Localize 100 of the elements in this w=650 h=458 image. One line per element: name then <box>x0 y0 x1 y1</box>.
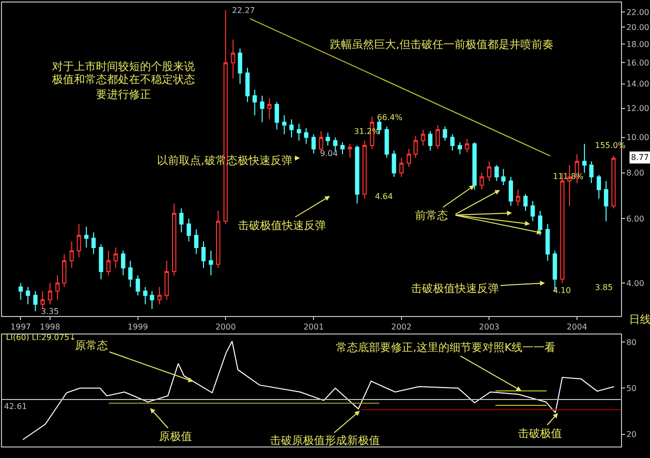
y-tick-label: 16.00 <box>626 58 650 68</box>
candlestick <box>348 143 352 158</box>
candlestick <box>274 101 279 130</box>
y-tick-label: 20 <box>626 430 637 440</box>
y-tick-label: 10.00 <box>626 133 650 142</box>
candlestick <box>296 123 302 142</box>
x-tick-label: 2000 <box>215 322 236 332</box>
candlestick <box>450 134 455 152</box>
text: 8.77 <box>631 153 649 162</box>
candlestick <box>98 244 104 280</box>
annotation: 击破极值 <box>518 427 562 440</box>
candlestick <box>91 232 96 255</box>
candlestick <box>128 260 133 288</box>
candlestick <box>18 282 23 300</box>
candlestick <box>121 250 126 276</box>
candlestick <box>458 142 462 155</box>
candlestick <box>420 129 426 146</box>
candlestick <box>545 223 550 262</box>
candlestick <box>289 118 294 138</box>
candlestick <box>136 274 140 296</box>
candlestick <box>318 130 324 152</box>
annotation: 击破原极值形成新极值 <box>270 434 380 447</box>
candlestick <box>245 67 250 102</box>
candlestick <box>260 95 264 123</box>
y-tick-label: 18.00 <box>626 40 650 49</box>
candlestick <box>406 148 412 168</box>
candlestick <box>428 130 432 152</box>
candlestick <box>33 290 38 312</box>
x-tick-label: 1999 <box>128 322 148 332</box>
candlestick <box>501 168 506 186</box>
candlestick <box>333 136 338 152</box>
annotation: 22.27 <box>232 6 255 15</box>
candlestick <box>377 118 382 135</box>
candlestick <box>464 138 470 153</box>
candlestick <box>442 126 448 142</box>
candlestick <box>62 254 66 288</box>
ref-line-label: 42.61 <box>4 402 27 411</box>
candlestick <box>355 145 360 204</box>
candlestick <box>487 160 492 182</box>
y-tick-label: 20.00 <box>626 23 650 32</box>
candlestick <box>143 286 148 305</box>
annotation: 极值和常态都处在不稳定状态 <box>51 73 195 86</box>
candlestick <box>604 180 608 222</box>
candlestick <box>106 250 111 276</box>
candlestick <box>48 282 52 305</box>
y-tick-label: 6.00 <box>626 214 644 224</box>
x-tick-label: 1997 <box>10 322 31 332</box>
x-tick-label: 2003 <box>479 322 500 332</box>
annotation: 跌幅虽然巨大,但击破任一前极值都是井喷前奏 <box>330 38 554 51</box>
candlestick <box>340 142 345 155</box>
annotation: 前常态 <box>415 209 448 222</box>
candlestick <box>530 200 535 222</box>
annotation: 击破极值快速反弹 <box>411 282 499 295</box>
candlestick <box>194 229 198 255</box>
candlestick <box>40 290 45 310</box>
candlestick <box>84 226 89 248</box>
candlestick <box>172 202 176 276</box>
candlestick <box>164 260 169 300</box>
y-tick-label: 50 <box>626 384 637 393</box>
candlestick <box>157 286 162 305</box>
candlestick <box>538 210 542 236</box>
annotation: 66.4% <box>377 113 403 122</box>
candlestick <box>523 194 528 212</box>
annotation: 3.85 <box>595 283 613 292</box>
annotation: 击破极值快速反弹 <box>238 219 326 232</box>
candlestick <box>238 48 242 84</box>
candlestick <box>326 132 330 146</box>
candlestick <box>589 160 594 184</box>
candlestick <box>508 176 513 206</box>
candlestick <box>76 223 82 258</box>
candlestick <box>252 89 257 116</box>
candlestick <box>55 274 60 300</box>
candlestick <box>304 128 308 144</box>
y-tick-label: 8.00 <box>626 168 644 178</box>
candlestick <box>472 142 477 190</box>
y-tick-label: 22.00 <box>626 8 650 17</box>
annotation: 原常态 <box>75 339 108 352</box>
candlestick <box>311 134 316 154</box>
candlestick <box>611 155 616 209</box>
candlestick <box>230 39 236 79</box>
candlestick <box>516 189 520 206</box>
candlestick <box>480 172 484 190</box>
x-tick-label: 1998 <box>40 322 60 332</box>
candlestick <box>362 140 367 200</box>
candlestick <box>436 124 440 150</box>
candlestick <box>399 157 404 178</box>
candlestick <box>26 286 30 305</box>
candlestick <box>392 150 396 178</box>
annotation: 对于上市时间较短的个股来说 <box>52 60 195 73</box>
candlestick <box>413 135 418 158</box>
annotation: 4.10 <box>553 286 571 295</box>
annotation: 原极值 <box>159 430 192 443</box>
annotation: LI(60) LI:29.075↓ <box>6 333 76 342</box>
candlestick <box>150 290 154 310</box>
candlestick <box>282 114 286 135</box>
candlestick <box>114 247 118 268</box>
candlestick <box>582 143 587 174</box>
annotation: 要进行修正 <box>96 88 151 101</box>
candlestick <box>70 240 74 268</box>
candlestick <box>201 240 206 268</box>
